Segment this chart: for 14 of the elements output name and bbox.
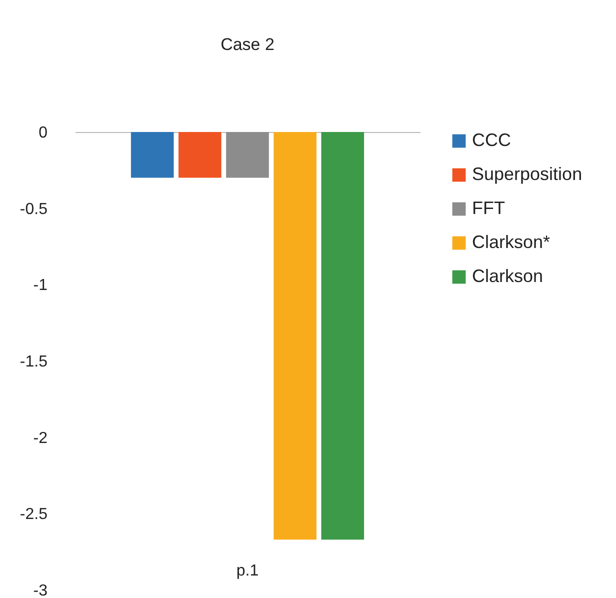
y-tick-label: 0 (38, 124, 48, 142)
y-tick-label: -2.5 (20, 506, 48, 524)
y-tick-label: -3 (33, 582, 48, 598)
y-tick-label: -1.5 (20, 354, 48, 370)
y-tick-label: -2 (33, 430, 48, 447)
legend-label: CCC (472, 130, 511, 150)
x-tick-label: p.1 (236, 562, 259, 580)
legend-label: Clarkson* (472, 232, 550, 252)
y-tick-label: -1 (33, 277, 48, 294)
legend-label: FFT (472, 198, 505, 218)
chart-title: Case 2 (220, 35, 274, 54)
legend-label: Superposition (472, 164, 582, 184)
legend-label: Clarkson (472, 266, 544, 286)
y-tick-label: -0.5 (20, 200, 48, 218)
